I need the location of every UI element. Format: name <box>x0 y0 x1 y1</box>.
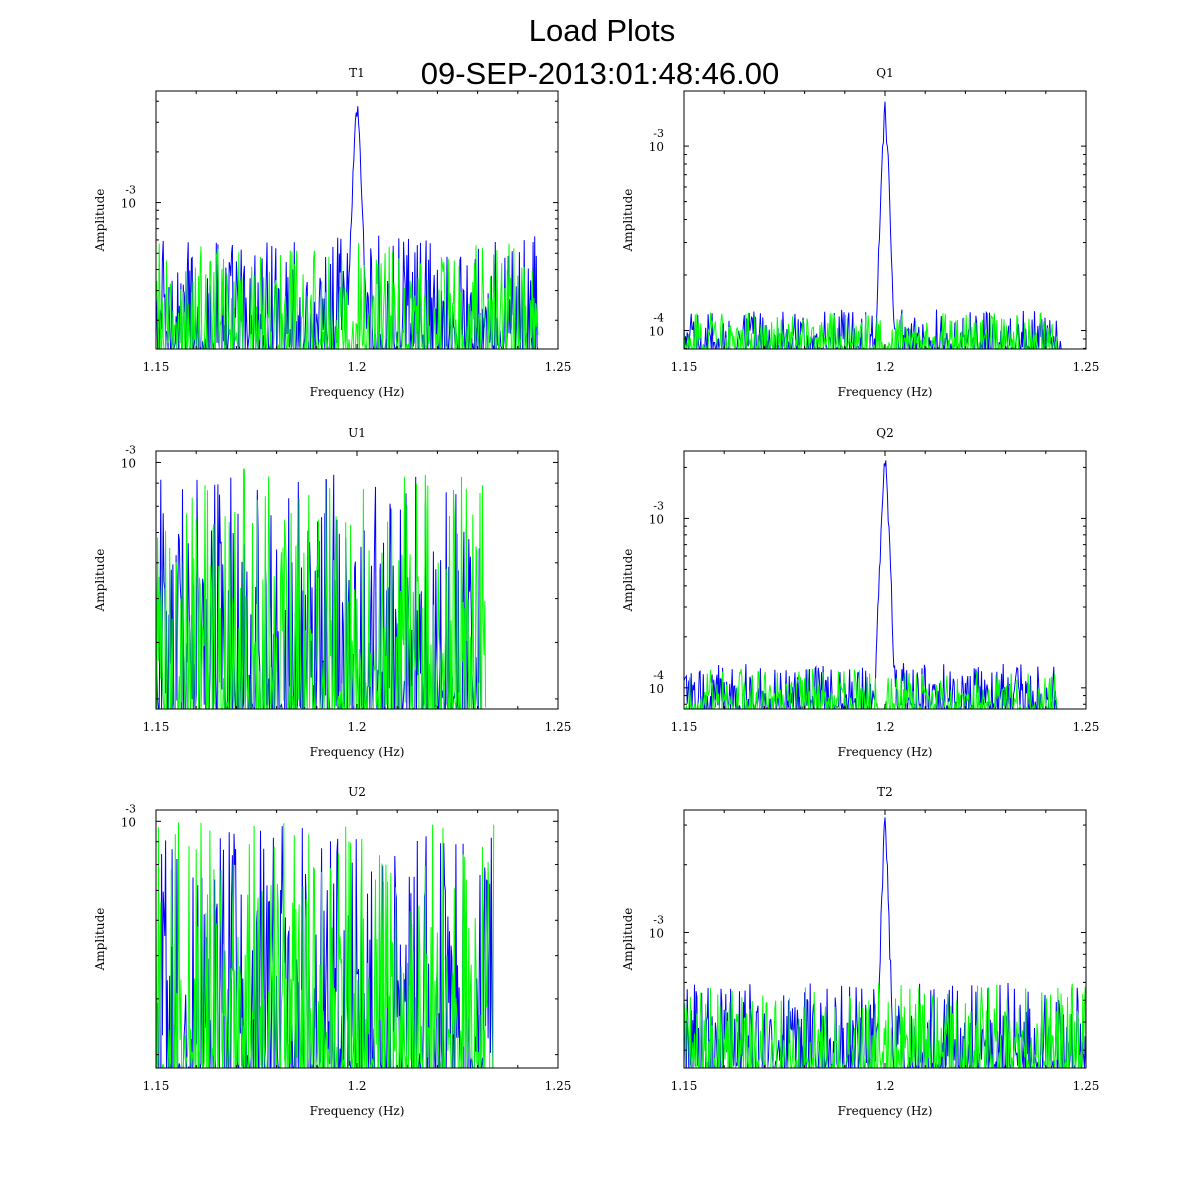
x-tick-label: 1.25 <box>545 1079 572 1093</box>
x-tick-label: 1.15 <box>143 360 170 374</box>
x-tick-label: 1.15 <box>671 360 698 374</box>
y-tick-label-exponent: -4 <box>653 669 664 682</box>
plot-data <box>156 468 487 709</box>
plot-title: T2 <box>877 785 893 799</box>
y-tick-label-base: 10 <box>649 682 664 696</box>
y-axis-label: Amplitude <box>621 189 635 253</box>
plot-data <box>684 460 1058 709</box>
y-axis-label: Amplitude <box>93 189 107 253</box>
x-tick-label: 1.15 <box>671 720 698 734</box>
plot-data <box>684 817 1086 1068</box>
x-axis-label: Frequency (Hz) <box>310 1104 405 1118</box>
series-green-line <box>156 822 495 1068</box>
series-blue-line <box>684 460 1058 709</box>
y-tick-label-exponent: -3 <box>125 443 136 456</box>
x-tick-label: 1.25 <box>1073 720 1100 734</box>
series-green-line <box>684 668 1058 709</box>
plot-panel-t1: 1.15 1.2 1.25 10-3 T1 Frequency (Hz) Amplitude <box>93 66 571 399</box>
x-axis-label: Frequency (Hz) <box>310 385 405 399</box>
figure-timestamp: 09-SEP-2013:01:48:46.00 <box>421 56 780 91</box>
x-tick-label: 1.25 <box>1073 1079 1100 1093</box>
x-tick-label: 1.2 <box>347 1079 366 1093</box>
y-tick-label-base: 10 <box>649 325 664 339</box>
y-tick-label-base: 10 <box>649 512 664 526</box>
y-tick-label-exponent: -3 <box>653 499 664 512</box>
x-tick-label: 1.15 <box>143 720 170 734</box>
x-tick-label: 1.2 <box>875 720 894 734</box>
series-green-line <box>156 243 539 349</box>
x-tick-label: 1.15 <box>671 1079 698 1093</box>
plot-data <box>156 106 539 349</box>
y-tick-label-exponent: -3 <box>653 913 664 926</box>
x-tick-label: 1.25 <box>545 360 572 374</box>
plot-panel-u2: 1.15 1.2 1.25 10-3 U2 Frequency (Hz) Amplitude <box>93 785 571 1118</box>
plot-frame <box>683 90 1087 350</box>
y-tick-label-base: 10 <box>649 926 664 940</box>
y-axis-label: Amplitude <box>93 549 107 613</box>
figure-title: Load Plots <box>529 13 676 48</box>
y-tick-label-exponent: -3 <box>653 127 664 140</box>
plot-title: U2 <box>348 785 366 799</box>
x-tick-label: 1.2 <box>875 1079 894 1093</box>
x-tick-label: 1.2 <box>347 720 366 734</box>
series-green-line <box>156 468 487 709</box>
y-tick-label-base: 10 <box>121 456 136 470</box>
y-tick-label-base: 10 <box>121 815 136 829</box>
x-axis-label: Frequency (Hz) <box>310 745 405 759</box>
x-tick-label: 1.15 <box>143 1079 170 1093</box>
x-axis-label: Frequency (Hz) <box>838 1104 933 1118</box>
plot-data <box>156 822 495 1068</box>
series-green-line <box>684 311 1059 349</box>
plot-data <box>684 101 1063 349</box>
plot-title: U1 <box>348 426 366 440</box>
x-tick-label: 1.25 <box>1073 360 1100 374</box>
y-axis-label: Amplitude <box>621 549 635 613</box>
x-axis-label: Frequency (Hz) <box>838 385 933 399</box>
plot-panel-t2: 1.15 1.2 1.25 10-3 T2 Frequency (Hz) Amplitude <box>621 785 1099 1118</box>
plot-frame <box>683 450 1087 710</box>
x-axis-label: Frequency (Hz) <box>838 745 933 759</box>
y-tick-label-base: 10 <box>649 140 664 154</box>
y-tick-label-exponent: -3 <box>125 802 136 815</box>
plot-title: Q1 <box>876 66 893 80</box>
y-tick-label-base: 10 <box>121 197 136 211</box>
plot-title: T1 <box>349 66 365 80</box>
series-green-line <box>684 982 1086 1068</box>
plot-title: Q2 <box>876 426 893 440</box>
y-tick-label-exponent: -3 <box>125 184 136 197</box>
series-blue-line <box>684 101 1063 349</box>
plot-panel-u1: 1.15 1.2 1.25 10-3 U1 Frequency (Hz) Amplitude <box>93 426 571 759</box>
x-tick-label: 1.25 <box>545 720 572 734</box>
y-axis-label: Amplitude <box>621 908 635 972</box>
y-axis-label: Amplitude <box>93 908 107 972</box>
x-tick-label: 1.2 <box>875 360 894 374</box>
x-tick-label: 1.2 <box>347 360 366 374</box>
y-tick-label-exponent: -4 <box>653 312 664 325</box>
series-blue-line <box>156 106 539 349</box>
